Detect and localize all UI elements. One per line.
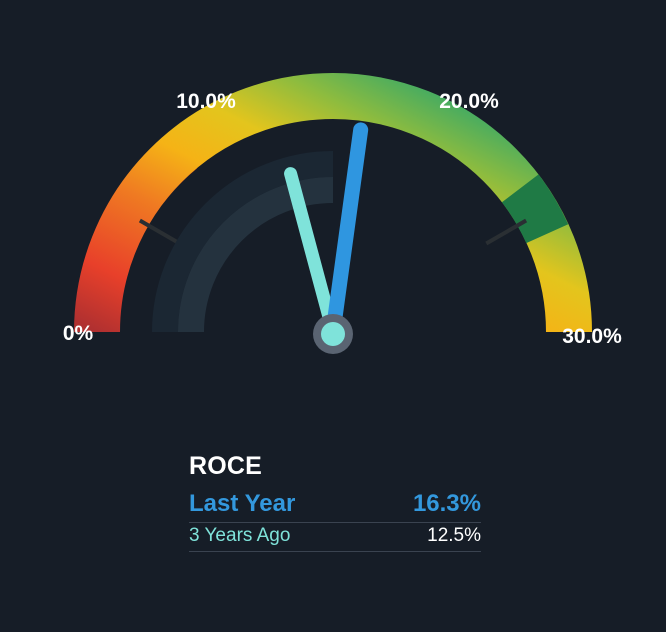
- legend-label-3-years-ago: 3 Years Ago: [189, 525, 291, 546]
- gauge-inner-band-outer: [152, 151, 334, 333]
- legend-value-3-years-ago: 12.5%: [427, 525, 481, 546]
- legend-row-last-year: Last Year 16.3%: [189, 488, 481, 523]
- tick-label-20: 20.0%: [439, 90, 499, 113]
- needle-last-year: [325, 122, 369, 340]
- needle-hub-inner: [321, 322, 345, 346]
- legend-value-last-year: 16.3%: [412, 490, 481, 517]
- tick-label-30: 30.0%: [562, 325, 622, 348]
- legend-label-last-year: Last Year: [189, 490, 296, 517]
- chart-title: ROCE: [189, 452, 263, 480]
- gauge-tick-marks: [138, 218, 528, 246]
- gauge-arc-overflow: [501, 174, 569, 244]
- legend-row-3-years-ago: 3 Years Ago 12.5%: [189, 523, 481, 552]
- tick-label-0: 0%: [63, 322, 94, 345]
- needle-3-years-ago: [284, 167, 340, 339]
- legend: ROCE Last Year 16.3% 3 Years Ago 12.5%: [189, 452, 481, 552]
- tick-label-10: 10.0%: [176, 90, 236, 113]
